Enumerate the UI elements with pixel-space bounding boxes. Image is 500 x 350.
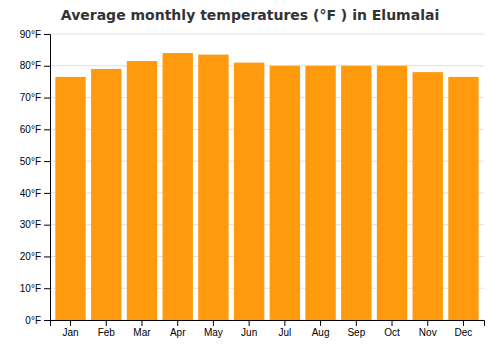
tick-label: 70°F	[20, 92, 41, 103]
y-tick: 30°F	[20, 219, 50, 230]
tick-mark	[44, 34, 50, 35]
bar	[448, 77, 478, 320]
plot: Jan Feb Mar Apr May Jun Jul Aug Sep Oct Nov Dec 0°F 1…	[20, 29, 485, 338]
bar	[377, 66, 407, 320]
bar	[127, 61, 157, 320]
tick-label: Jan	[62, 327, 78, 338]
y-tick: 70°F	[20, 92, 50, 103]
y-axis: 0°F 10°F 20°F 30°F 40°F 50°F 60°F 70°F 80°F 90°F	[20, 29, 51, 326]
bar	[413, 72, 443, 320]
bars	[55, 53, 478, 320]
x-tick: Mar	[133, 320, 151, 338]
tick-mark	[284, 320, 285, 326]
x-axis: Jan Feb Mar Apr May Jun Jul Aug Sep Oct Nov Dec	[51, 320, 485, 338]
x-tick: Nov	[419, 320, 437, 338]
grid-line	[50, 34, 484, 35]
tick-mark	[44, 193, 50, 194]
tick-label: Sep	[347, 327, 365, 338]
title: Average monthly temperatures (°F ) in El…	[61, 7, 439, 23]
x-tick: May	[204, 320, 223, 338]
axis-line	[44, 35, 51, 321]
x-tick: Jun	[241, 320, 257, 338]
tick-mark	[320, 320, 321, 326]
x-tick: Aug	[312, 320, 330, 338]
bar	[163, 53, 193, 320]
tick-label: Mar	[133, 327, 151, 338]
tick-label: 10°F	[20, 283, 41, 294]
tick-label: 30°F	[20, 219, 41, 230]
tick-label: Nov	[419, 327, 437, 338]
grid-line	[50, 65, 484, 66]
tick-mark	[141, 320, 142, 326]
bar	[55, 77, 85, 320]
y-tick: 40°F	[20, 188, 50, 199]
tick-label: 0°F	[25, 315, 41, 326]
tick-mark	[44, 66, 50, 67]
tick-label: 90°F	[20, 29, 41, 40]
y-tick: 0°F	[25, 315, 50, 326]
x-tick: Jan	[62, 320, 78, 338]
tick-mark	[249, 320, 250, 326]
tick-label: Aug	[312, 327, 330, 338]
y-tick: 90°F	[20, 29, 50, 40]
tick-label: Feb	[98, 327, 116, 338]
tick-label: 60°F	[20, 124, 41, 135]
y-tick: 80°F	[20, 60, 50, 71]
tick-mark	[44, 320, 50, 321]
tick-mark	[392, 320, 393, 326]
tick-label: Dec	[455, 327, 473, 338]
bar	[341, 66, 371, 320]
x-tick: Feb	[98, 320, 116, 338]
tick-label: Jun	[241, 327, 257, 338]
tick-mark	[177, 320, 178, 326]
bar	[234, 63, 264, 320]
y-tick: 60°F	[20, 124, 50, 135]
bar	[91, 69, 121, 320]
y-tick: 20°F	[20, 251, 50, 262]
tick-label: 50°F	[20, 156, 41, 167]
tick-label: 20°F	[20, 251, 41, 262]
tick-mark	[44, 98, 50, 99]
bar	[305, 66, 335, 320]
x-tick: Oct	[384, 320, 400, 338]
tick-mark	[213, 320, 214, 326]
axis-line	[51, 321, 485, 327]
tick-label: 80°F	[20, 60, 41, 71]
y-tick: 50°F	[20, 156, 50, 167]
tick-mark	[44, 256, 50, 257]
tick-mark	[44, 288, 50, 289]
bar	[198, 55, 228, 320]
bar	[270, 66, 300, 320]
grid	[50, 34, 484, 320]
tick-label: Jul	[278, 327, 291, 338]
tick-mark	[44, 129, 50, 130]
tick-mark	[44, 161, 50, 162]
tick-mark	[463, 320, 464, 326]
tick-mark	[356, 320, 357, 326]
tick-mark	[106, 320, 107, 326]
tick-mark	[70, 320, 71, 326]
tick-mark	[44, 225, 50, 226]
x-tick: Sep	[347, 320, 365, 338]
x-tick: Apr	[170, 320, 186, 338]
tick-label: Oct	[384, 327, 400, 338]
tick-label: 40°F	[20, 188, 41, 199]
x-tick: Dec	[455, 320, 473, 338]
y-tick: 10°F	[20, 283, 50, 294]
x-tick: Jul	[278, 320, 291, 338]
tick-label: Apr	[170, 327, 186, 338]
tick-mark	[427, 320, 428, 326]
chart: Jan Feb Mar Apr May Jun Jul Aug Sep Oct Nov Dec 0°F 1…	[0, 0, 500, 350]
tick-label: May	[204, 327, 223, 338]
